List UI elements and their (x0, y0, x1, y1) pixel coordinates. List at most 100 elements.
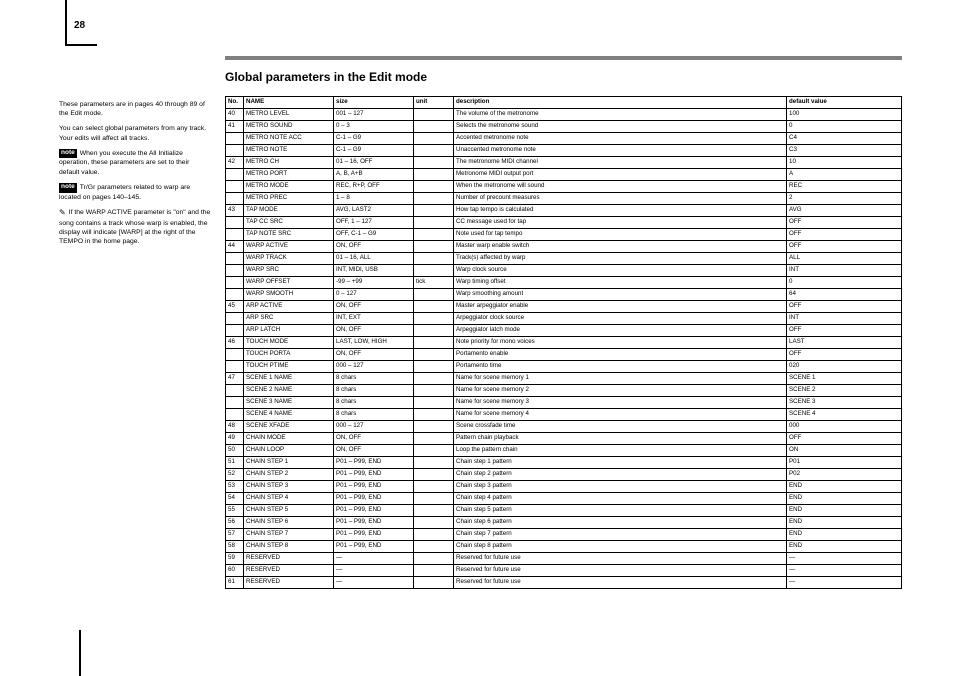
table-cell: ON (787, 445, 902, 457)
table-header-cell: default value (787, 97, 902, 109)
table-cell: INT (787, 265, 902, 277)
table-cell: 000 (787, 421, 902, 433)
table-cell (414, 397, 454, 409)
table-cell: SCENE 4 (787, 409, 902, 421)
table-cell (414, 349, 454, 361)
table-cell: Master arpeggiator enable (454, 301, 787, 313)
table-cell: WARP OFFSET (244, 277, 334, 289)
table-cell (226, 385, 244, 397)
table-cell (414, 505, 454, 517)
table-cell: OFF, 1 – 127 (334, 217, 414, 229)
table-cell: 46 (226, 337, 244, 349)
table-cell: OFF, C-1 – G9 (334, 229, 414, 241)
table-cell: INT, MIDI, USB (334, 265, 414, 277)
table-cell: 55 (226, 505, 244, 517)
table-cell: 64 (787, 289, 902, 301)
parameters-table-wrap: No.NAMEsizeunitdescriptiondefault value … (225, 96, 902, 589)
table-cell: P01 (787, 457, 902, 469)
table-cell: CHAIN STEP 2 (244, 469, 334, 481)
table-cell: The metronome MIDI channel (454, 157, 787, 169)
table-cell (414, 445, 454, 457)
table-cell: Name for scene memory 4 (454, 409, 787, 421)
table-cell: 000 – 127 (334, 361, 414, 373)
table-cell: 48 (226, 421, 244, 433)
table-cell: 000 – 127 (334, 421, 414, 433)
table-cell: 40 (226, 109, 244, 121)
table-cell: TOUCH PTIME (244, 361, 334, 373)
table-cell: 0 (787, 277, 902, 289)
table-cell: METRO MODE (244, 181, 334, 193)
table-cell: RESERVED (244, 565, 334, 577)
table-cell: CHAIN STEP 6 (244, 517, 334, 529)
table-cell (414, 565, 454, 577)
table-cell: OFF (787, 301, 902, 313)
table-cell: 45 (226, 301, 244, 313)
table-cell (414, 169, 454, 181)
table-cell: -99 – +99 (334, 277, 414, 289)
table-cell: METRO NOTE (244, 145, 334, 157)
table-cell: Pattern chain playback (454, 433, 787, 445)
table-cell: 2 (787, 193, 902, 205)
table-cell: ON, OFF (334, 325, 414, 337)
table-header-cell: unit (414, 97, 454, 109)
table-cell (226, 289, 244, 301)
table-cell: CHAIN STEP 5 (244, 505, 334, 517)
table-cell: C-1 – G9 (334, 145, 414, 157)
table-row: 52CHAIN STEP 2P01 – P99, ENDChain step 2… (226, 469, 902, 481)
table-cell (414, 493, 454, 505)
table-cell: ON, OFF (334, 445, 414, 457)
table-row: TOUCH PORTAON, OFFPortamento enableOFF (226, 349, 902, 361)
table-cell: CC message used for tap (454, 217, 787, 229)
table-cell: 01 – 16, ALL (334, 253, 414, 265)
table-cell: ALL (787, 253, 902, 265)
sidebar-note2-text: Tr/Gr parameters related to warp are loc… (59, 184, 190, 201)
table-row: WARP SMOOTH0 – 127Warp smoothing amount6… (226, 289, 902, 301)
table-cell: Reserved for future use (454, 577, 787, 589)
table-header-cell: NAME (244, 97, 334, 109)
table-cell: C4 (787, 133, 902, 145)
table-cell: A (787, 169, 902, 181)
table-cell: Master warp enable switch (454, 241, 787, 253)
table-cell: CHAIN STEP 7 (244, 529, 334, 541)
table-row: 46TOUCH MODELAST, LOW, HIGHNote priority… (226, 337, 902, 349)
table-cell: Warp clock source (454, 265, 787, 277)
table-cell: Unaccented metronome note (454, 145, 787, 157)
table-cell (226, 397, 244, 409)
table-row: TOUCH PTIME000 – 127Portamento time020 (226, 361, 902, 373)
table-cell (414, 121, 454, 133)
table-cell: 56 (226, 517, 244, 529)
table-cell: P01 – P99, END (334, 481, 414, 493)
table-row: 47SCENE 1 NAME8 charsName for scene memo… (226, 373, 902, 385)
table-row: 51CHAIN STEP 1P01 – P99, ENDChain step 1… (226, 457, 902, 469)
table-cell (414, 481, 454, 493)
table-cell: Chain step 4 pattern (454, 493, 787, 505)
table-row: METRO NOTEC-1 – G9 Unaccented metronome n… (226, 145, 902, 157)
table-row: 45ARP ACTIVEON, OFFMaster arpeggiator en… (226, 301, 902, 313)
table-cell: 8 chars (334, 409, 414, 421)
table-cell (226, 313, 244, 325)
table-row: 48SCENE XFADE000 – 127Scene crossfade ti… (226, 421, 902, 433)
table-cell (226, 145, 244, 157)
table-cell: METRO LEVEL (244, 109, 334, 121)
table-cell: Scene crossfade time (454, 421, 787, 433)
table-cell (414, 433, 454, 445)
table-cell: Reserved for future use (454, 565, 787, 577)
table-cell: — (787, 565, 902, 577)
sidebar-note1: noteWhen you execute the All Initialize … (59, 149, 211, 177)
section-divider-bar (225, 56, 902, 60)
table-cell: Accented metronome note (454, 133, 787, 145)
table-cell: SCENE 4 NAME (244, 409, 334, 421)
table-cell: END (787, 505, 902, 517)
table-cell (414, 325, 454, 337)
table-cell (226, 229, 244, 241)
table-cell: — (334, 565, 414, 577)
table-row: 55CHAIN STEP 5P01 – P99, ENDChain step 5… (226, 505, 902, 517)
table-cell (414, 313, 454, 325)
table-cell: TAP MODE (244, 205, 334, 217)
table-cell: 59 (226, 553, 244, 565)
table-cell: — (787, 553, 902, 565)
sidebar-notes: These parameters are in pages 40 through… (59, 100, 211, 252)
table-cell (414, 133, 454, 145)
table-cell: — (787, 577, 902, 589)
table-cell (226, 409, 244, 421)
